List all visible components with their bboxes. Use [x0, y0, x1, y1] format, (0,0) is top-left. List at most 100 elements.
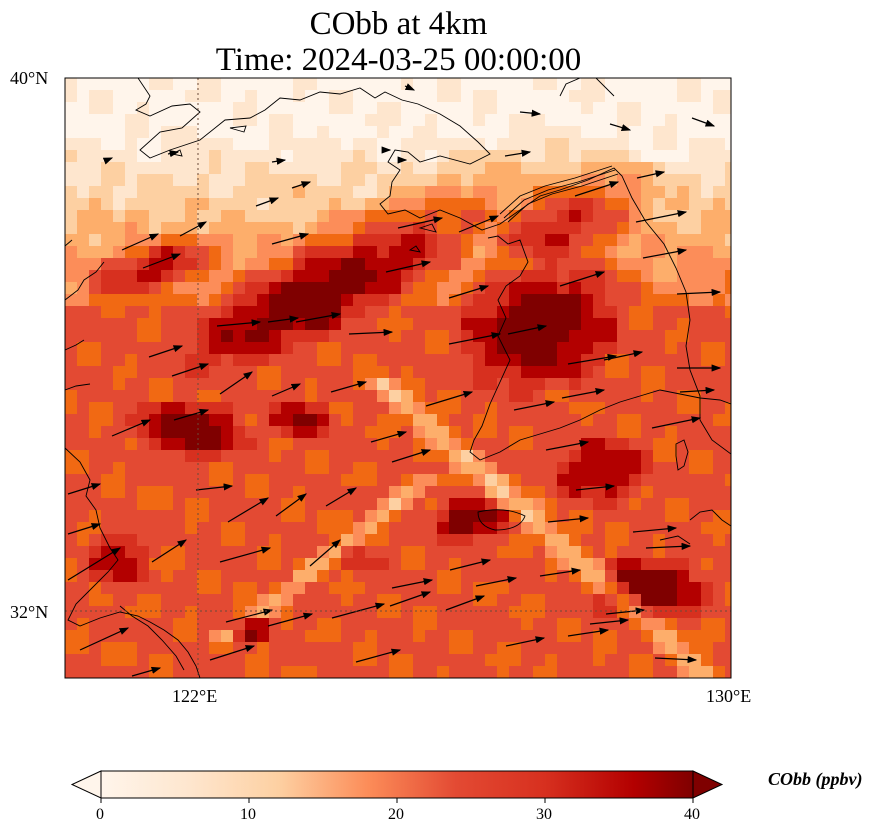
wind-arrow [567, 353, 618, 365]
wind-arrow [391, 449, 432, 463]
map-time-subtitle: Time: 2024-03-25 00:00:00 [215, 42, 582, 78]
wind-arrow [651, 416, 702, 429]
colorbar-tick-label: 0 [96, 806, 104, 823]
wind-arrow [309, 539, 341, 567]
wind-arrow [67, 483, 102, 495]
map-title: CObb at 4km [309, 6, 488, 42]
coastlines [65, 78, 731, 678]
wind-arrow [295, 311, 342, 323]
lon-label-east-122: 122°E [172, 686, 218, 706]
wind-arrow [679, 386, 716, 395]
wind-arrow [448, 285, 490, 299]
wind-arrow [142, 253, 182, 269]
wind-arrow [504, 149, 532, 157]
wind-arrow [355, 648, 402, 663]
wind-arrow [209, 645, 256, 661]
wind-arrow [391, 578, 434, 589]
wind-arrow [167, 150, 180, 158]
wind-arrow [635, 210, 688, 223]
wind-arrow [676, 288, 722, 296]
colorbar-min-extend [70, 770, 102, 799]
wind-arrow [79, 627, 130, 651]
wind-arrow [691, 117, 716, 127]
wind-arrow [171, 363, 210, 377]
wind-arrow [449, 558, 492, 571]
wind-arrow [561, 388, 606, 399]
wind-arrow [547, 515, 590, 523]
wind-arrow [151, 539, 188, 563]
wind-arrow [559, 271, 606, 287]
wind-arrow [575, 483, 616, 491]
wind-arrow [603, 350, 644, 361]
wind-arrow [219, 546, 272, 563]
wind-arrow [102, 157, 114, 165]
lon-label-east-130: 130°E [706, 686, 752, 706]
wind-arrow [291, 181, 312, 189]
wind-arrow [195, 483, 234, 491]
wind-arrow [111, 419, 152, 437]
wind-arrow [267, 315, 300, 323]
wind-arrow [397, 216, 444, 229]
wind-arrow [67, 523, 102, 535]
wind-arrow [216, 319, 262, 327]
wind-vectors [67, 83, 722, 677]
colorbar-gradient [101, 771, 693, 798]
wind-arrow [505, 636, 546, 647]
wind-arrow [445, 595, 486, 611]
lat-label-north-40: 40°N [10, 68, 49, 88]
wind-arrow [513, 400, 556, 411]
cobb-concentration-field [65, 78, 731, 678]
wind-arrow [275, 493, 307, 517]
wind-arrow [255, 197, 280, 207]
wind-arrow [545, 440, 590, 451]
wind-arrow [271, 383, 302, 397]
wind-arrow [385, 260, 432, 273]
wind-arrow [425, 391, 474, 407]
colorbar-title: CObb (ppbv) [768, 769, 863, 789]
wind-arrow [605, 607, 646, 615]
wind-arrow [267, 612, 314, 627]
wind-arrow [227, 497, 270, 523]
wind-arrow [331, 602, 386, 619]
colorbar-max-extend [692, 770, 724, 799]
wind-arrow [567, 627, 610, 637]
wind-arrow [271, 157, 287, 165]
map-frame [64, 77, 732, 679]
wind-arrow [370, 430, 408, 443]
wind-arrow [131, 666, 162, 677]
wind-arrow [271, 232, 310, 245]
wind-arrow [458, 215, 500, 233]
wind-arrow [636, 170, 666, 179]
lat-label-north-32: 32°N [10, 602, 49, 622]
colorbar [70, 770, 724, 803]
wind-arrow [67, 547, 122, 581]
wind-arrow [448, 332, 502, 345]
wind-arrow [404, 83, 416, 91]
wind-arrow [173, 408, 210, 421]
colorbar-tick-label: 30 [536, 806, 552, 823]
colorbar-tick-label: 20 [388, 806, 404, 823]
wind-arrow [539, 567, 582, 577]
gridlines [65, 78, 731, 678]
wind-arrow [654, 655, 698, 664]
wind-arrow [609, 123, 632, 132]
wind-arrow [632, 525, 678, 533]
colorbar-tick-label: 10 [240, 806, 256, 823]
wind-arrow [225, 608, 274, 623]
wind-arrow [589, 617, 630, 625]
wind-arrow [325, 487, 358, 507]
wind-arrow [219, 371, 253, 395]
wind-arrow [389, 591, 432, 607]
wind-arrow [507, 324, 548, 335]
wind-arrow [519, 109, 542, 117]
wind-arrow [179, 221, 208, 237]
wind-arrow [348, 328, 394, 336]
wind-arrow [330, 380, 368, 393]
wind-arrow [148, 345, 184, 358]
wind-arrow [574, 181, 620, 197]
wind-arrow [475, 576, 518, 587]
wind-arrow [121, 233, 160, 251]
wind-arrow [642, 247, 688, 259]
colorbar-tick-label: 40 [684, 806, 700, 823]
